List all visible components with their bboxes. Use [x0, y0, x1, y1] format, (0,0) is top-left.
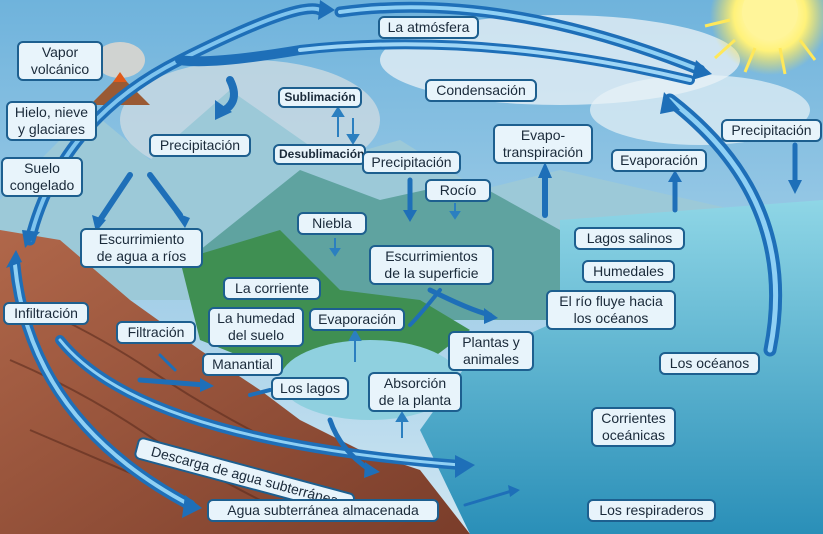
label-precipitacion-centro: Precipitación: [362, 151, 461, 174]
arrowheads: [6, 0, 802, 518]
label-precipitacion-oceano: Precipitación: [721, 119, 822, 142]
label-sublimacion: Sublimación: [278, 87, 362, 108]
label-desublimacion: Desublimación: [273, 144, 366, 165]
label-filtracion: Filtración: [116, 321, 196, 344]
label-humedales: Humedales: [582, 260, 675, 283]
label-manantial: Manantial: [202, 353, 283, 376]
label-los-lagos: Los lagos: [271, 377, 349, 400]
label-rocio: Rocío: [425, 179, 491, 202]
small-flow-arrows: [329, 106, 461, 438]
label-plantas-animales: Plantas y animales: [448, 331, 534, 371]
label-escurrimiento-rios: Escurrimiento de agua a ríos: [80, 228, 203, 268]
label-evaporacion-oceano: Evaporación: [611, 149, 707, 172]
label-rio-hacia-oceanos: El río fluye hacia los océanos: [546, 290, 676, 330]
label-lagos-salinos: Lagos salinos: [574, 227, 685, 250]
label-atmosfera: La atmósfera: [378, 16, 479, 39]
label-evaporacion-lago: Evaporación: [309, 308, 405, 331]
label-precipitacion-montana: Precipitación: [149, 134, 251, 157]
label-escurrimientos-superficie: Escurrimientos de la superficie: [369, 245, 494, 285]
label-absorcion-planta: Absorción de la planta: [368, 372, 462, 412]
label-los-oceanos: Los océanos: [659, 352, 760, 375]
label-agua-almacenada: Agua subterránea almacenada: [207, 499, 439, 522]
label-corrientes-oceanicas: Corrientes oceánicas: [591, 407, 676, 447]
sun-icon: [704, 0, 823, 75]
label-condensacion: Condensación: [425, 79, 537, 102]
label-infiltracion: Infiltración: [3, 302, 89, 325]
label-niebla: Niebla: [297, 212, 367, 235]
label-respiraderos: Los respiraderos: [587, 499, 716, 522]
label-vapor-volcanico: Vapor volcánico: [17, 41, 103, 81]
label-la-corriente: La corriente: [223, 277, 321, 300]
label-hielo-nieve-glaciares: Hielo, nieve y glaciares: [6, 101, 97, 141]
label-humedad-suelo: La humedad del suelo: [208, 307, 304, 347]
label-suelo-congelado: Suelo congelado: [1, 157, 83, 197]
label-evapotranspiracion: Evapo- transpiración: [493, 124, 593, 164]
